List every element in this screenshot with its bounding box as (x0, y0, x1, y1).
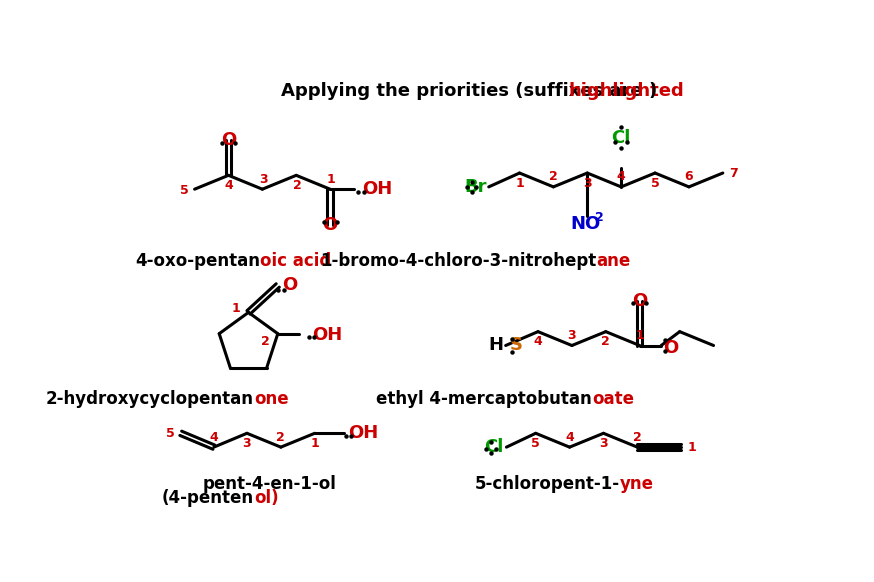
Text: 4: 4 (534, 335, 543, 348)
Text: one: one (253, 391, 288, 409)
Text: 2: 2 (293, 179, 302, 192)
Text: 6: 6 (684, 171, 693, 183)
Text: 1-bromo-4-chloro-3-nitrohept: 1-bromo-4-chloro-3-nitrohept (320, 252, 597, 270)
Text: yne: yne (620, 475, 654, 493)
Text: 1: 1 (310, 436, 319, 450)
Text: 2: 2 (595, 211, 604, 224)
Text: 1: 1 (232, 302, 241, 315)
Text: O: O (323, 215, 337, 233)
Text: O: O (632, 292, 648, 310)
Text: 2: 2 (601, 335, 610, 348)
Text: 3: 3 (243, 436, 251, 450)
Text: 3: 3 (259, 173, 267, 186)
Text: 1: 1 (327, 173, 336, 186)
Text: 4: 4 (210, 431, 218, 443)
Text: pent-4-en-1-ol: pent-4-en-1-ol (203, 475, 336, 493)
Text: Cl: Cl (484, 438, 503, 456)
Text: ethyl 4-mercaptobutan: ethyl 4-mercaptobutan (376, 391, 592, 409)
Text: Cl: Cl (612, 129, 631, 147)
Text: 4: 4 (617, 171, 626, 183)
Text: oate: oate (592, 391, 634, 409)
Text: 4: 4 (565, 431, 574, 443)
Text: 5: 5 (180, 184, 189, 197)
Text: Br: Br (464, 178, 487, 196)
Text: H: H (489, 336, 503, 354)
Text: 7: 7 (729, 166, 738, 179)
Text: 5: 5 (650, 176, 659, 190)
Text: 2: 2 (633, 431, 642, 443)
Text: OH: OH (312, 327, 342, 344)
Text: 5: 5 (166, 427, 175, 440)
Text: 2: 2 (276, 431, 285, 443)
Text: 1: 1 (687, 441, 697, 453)
Text: O: O (221, 131, 236, 149)
Text: OH: OH (349, 424, 378, 442)
Text: O: O (663, 339, 679, 357)
Text: ane: ane (597, 252, 631, 270)
Text: 5: 5 (531, 436, 540, 450)
Text: oic acid: oic acid (260, 252, 331, 270)
Text: S: S (510, 336, 523, 354)
Text: ): ) (649, 83, 656, 101)
Text: ol): ol) (253, 489, 279, 507)
Text: 2-hydroxycyclopentan: 2-hydroxycyclopentan (45, 391, 253, 409)
Text: 1: 1 (515, 176, 524, 190)
Text: 4-oxo-pentan: 4-oxo-pentan (135, 252, 260, 270)
Text: 3: 3 (583, 176, 592, 190)
Text: O: O (282, 276, 298, 294)
Text: 2: 2 (549, 171, 558, 183)
Text: OH: OH (363, 180, 392, 198)
Text: 3: 3 (567, 329, 576, 342)
Text: NO: NO (571, 215, 601, 233)
Text: 4: 4 (225, 179, 233, 192)
Text: 3: 3 (600, 436, 607, 450)
Text: Applying the priorities (suffixes are: Applying the priorities (suffixes are (281, 83, 649, 101)
Text: 5-chloropent-1-: 5-chloropent-1- (475, 475, 620, 493)
Text: 2: 2 (261, 335, 270, 348)
Text: (4-penten: (4-penten (162, 489, 253, 507)
Text: highlighted: highlighted (569, 83, 684, 101)
Text: 1: 1 (635, 329, 644, 342)
